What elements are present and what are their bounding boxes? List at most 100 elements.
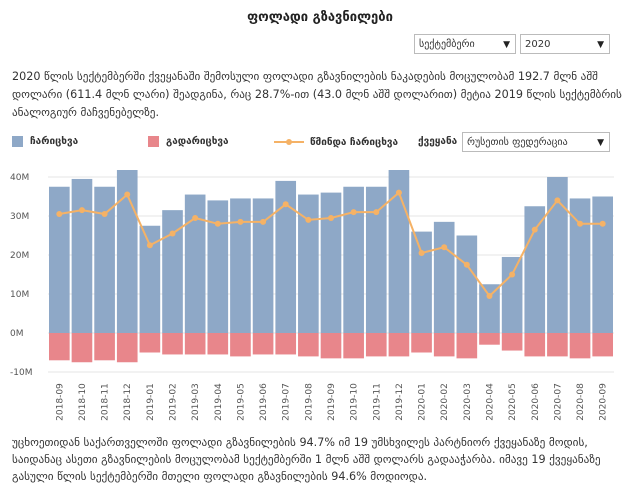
y-tick-label: -10M [10,368,32,378]
outflow-bar [94,333,115,361]
outflow-bar [524,333,546,357]
x-tick-label: 2018-09 [55,383,65,421]
month-select-value: სექტემბერი [419,39,475,50]
net-point [486,292,493,299]
net-point [418,250,425,257]
y-tick-label: 0M [10,329,24,339]
net-point [509,271,516,278]
net-point [192,214,199,221]
net-point [328,214,334,221]
net-point [169,230,176,237]
x-tick-label: 2019-12 [395,383,405,421]
net-point [463,261,470,268]
outflow-bar [230,333,251,357]
outflow-bar [456,333,478,359]
inflow-bar [49,186,70,333]
net-point [146,242,153,249]
net-point [305,216,312,223]
outflow-bar [207,333,229,355]
outflow-bar [501,333,523,351]
inflow-bar [71,178,93,333]
outflow-bar [388,333,410,357]
outflow-bar [49,333,70,361]
inflow-bar [184,194,206,333]
x-tick-label: 2019-03 [191,383,201,421]
x-tick-label: 2020-09 [599,383,609,421]
outflow-bar [298,333,319,357]
outflow-bar [592,333,613,357]
x-tick-label: 2020-04 [485,383,495,421]
inflow-bar [501,256,523,333]
inflow-bar [94,186,115,333]
outflow-bar [71,333,93,363]
legend-net-label: წმინდა ჩარიცხვა [310,136,399,148]
country-select[interactable]: რუსეთის ფედერაცია ▼ [462,132,610,152]
year-select[interactable]: 2020 ▼ [520,34,610,54]
chevron-down-icon: ▼ [503,40,510,50]
x-tick-label: 2019-11 [372,383,382,421]
x-tick-label: 2020-07 [553,383,563,421]
net-point [214,220,221,227]
outflow-bar [365,333,387,357]
inflow-bar [592,196,613,333]
legend-net-marker [274,139,304,145]
outflow-bar [411,333,432,353]
net-point [78,207,85,214]
x-tick-label: 2020-06 [531,383,541,421]
y-tick-label: 40M [10,173,29,183]
chevron-down-icon: ▼ [597,40,604,50]
country-filter-label: ქვეყანა [418,136,458,147]
x-tick-label: 2019-04 [214,383,224,421]
inflow-bar [162,210,183,333]
inflow-bar [298,194,319,333]
chevron-down-icon: ▼ [597,138,604,148]
footer-text: უცხოეთიდან საქართველოში ფოლადი გზავნილებ… [12,436,601,483]
country-select-value: რუსეთის ფედერაცია [467,137,568,148]
outflow-bar [162,333,183,355]
x-tick-label: 2019-02 [169,383,179,421]
legend-inflow-swatch [12,136,23,147]
net-point [599,220,606,227]
outflow-bar [320,333,342,359]
net-point [124,191,131,198]
x-tick-label: 2019-01 [146,383,156,421]
net-point [350,209,357,216]
x-tick-label: 2019-06 [259,383,269,421]
net-point [237,218,244,225]
inflow-bar [433,221,455,333]
inflow-bar [116,170,138,333]
net-point [373,209,380,216]
outflow-bar [547,333,568,357]
inflow-bar [524,206,546,333]
outflow-bar [275,333,297,355]
x-tick-label: 2020-08 [576,383,586,421]
remittance-chart: 40M 30M 20M 10M 0M -10M 2018-09 2018-10 2018-11 2… [10,170,614,421]
x-tick-label: 2018-10 [78,383,88,421]
inflow-bar [320,192,342,333]
x-tick-label: 2020-03 [463,383,473,421]
net-point [260,218,267,225]
page-title: ფოლადი გზავნილები [247,10,393,25]
legend-outflow-label: გადარიცხვა [166,136,229,147]
inflow-bar [207,200,229,333]
x-tick-label: 2020-02 [440,383,450,421]
outflow-bar [343,333,364,359]
month-select[interactable]: სექტემბერი ▼ [414,34,516,54]
inflow-bar [456,235,478,333]
x-tick-label: 2019-10 [350,383,360,421]
outflow-bar [184,333,206,355]
x-tick-label: 2020-05 [508,383,518,421]
net-point [441,244,448,251]
year-select-value: 2020 [525,39,551,50]
inflow-bar [479,284,500,333]
legend-net: წმინდა ჩარიცხვა [274,136,398,148]
x-tick-label: 2018-11 [101,383,111,421]
net-point [56,211,63,218]
x-tick-label: 2019-07 [282,383,292,421]
net-point [101,211,108,218]
inflow-bar [275,180,297,333]
intro-text: 2020 წლის სექტემბერში ქვეყანაში შემოსული… [12,70,622,119]
outflow-bar [479,333,500,345]
legend-outflow-swatch [148,136,159,147]
outflow-bar [569,333,591,359]
